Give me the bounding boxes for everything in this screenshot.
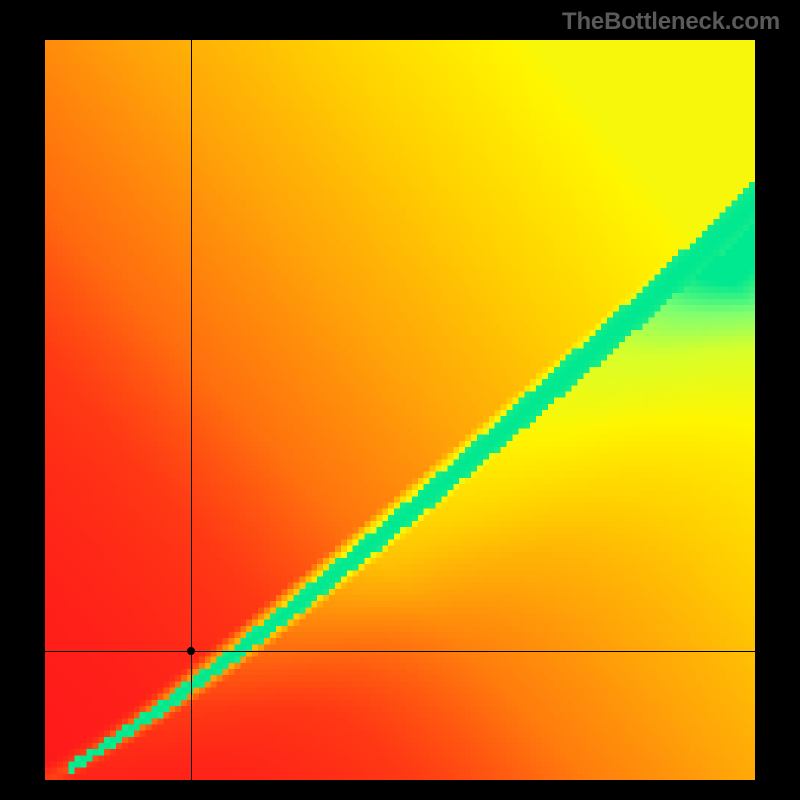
crosshair-vertical-line <box>191 40 192 780</box>
bottleneck-heatmap <box>45 40 755 780</box>
crosshair-horizontal-line <box>45 651 755 652</box>
crosshair-intersection-dot <box>187 647 195 655</box>
watermark-text: TheBottleneck.com <box>562 8 780 36</box>
